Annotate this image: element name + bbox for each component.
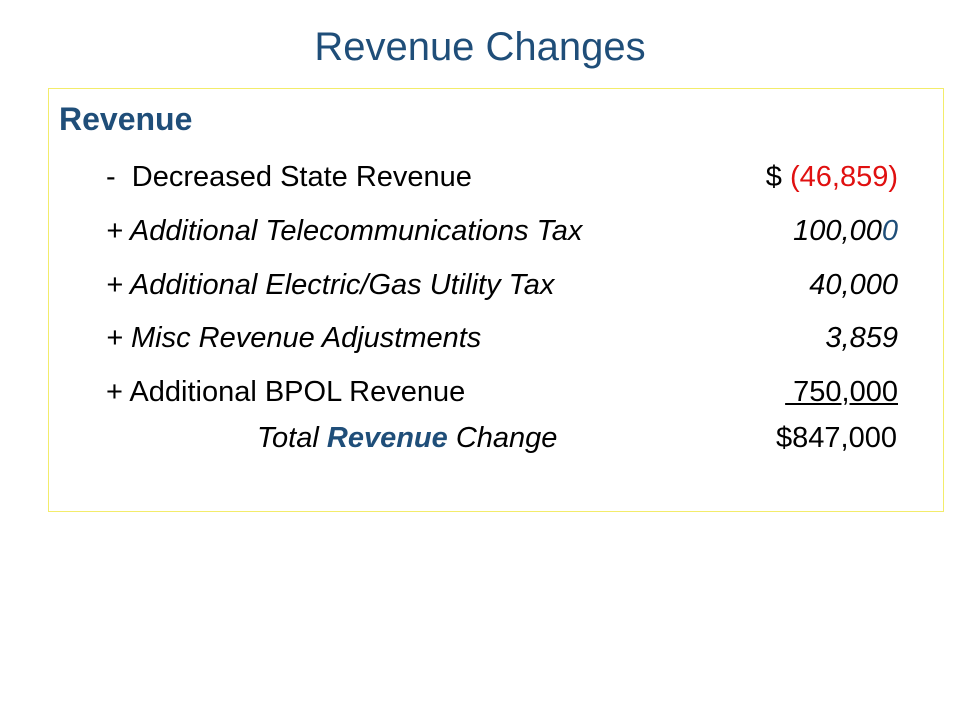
line-item-label: + Additional Electric/Gas Utility Tax [106, 265, 554, 305]
line-item-telecommunications-tax: + Additional Telecommunications Tax 100,… [106, 211, 898, 251]
line-item-bpol-revenue: + Additional BPOL Revenue 750,000 [106, 372, 898, 412]
amount-value: 100,00 [793, 215, 882, 247]
amount-tail-digit: 0 [881, 215, 898, 247]
total-suffix: Change [447, 422, 558, 454]
line-item-sign: - [106, 161, 132, 193]
line-item-text: Additional Electric/Gas Utility Tax [129, 269, 555, 301]
total-prefix: Total [257, 422, 327, 454]
line-item-sign: + [106, 376, 130, 408]
revenue-content-box: Revenue - Decreased State Revenue $ (46,… [48, 88, 944, 512]
slide-title: Revenue Changes [314, 25, 646, 69]
line-item-amount: $ (46,859) [766, 157, 898, 197]
negative-amount: (46,859) [789, 161, 898, 193]
line-item-decreased-state-revenue: - Decreased State Revenue $ (46,859) [106, 157, 898, 197]
line-item-amount: 40,000 [809, 269, 898, 301]
line-item-label: + Additional BPOL Revenue [106, 372, 465, 412]
line-item-sign: + [106, 215, 130, 247]
currency-symbol: $ [765, 161, 790, 193]
line-item-label: + Additional Telecommunications Tax [106, 211, 582, 251]
section-heading: Revenue [59, 101, 193, 137]
line-item-text: Additional Telecommunications Tax [129, 215, 583, 247]
line-item-electric-gas-utility-tax: + Additional Electric/Gas Utility Tax 40… [106, 265, 898, 305]
line-item-sign: + [106, 322, 131, 354]
total-keyword: Revenue [326, 422, 448, 454]
line-item-text: Additional BPOL Revenue [129, 376, 466, 408]
line-item-misc-revenue-adjustments: + Misc Revenue Adjustments 3,859 [106, 318, 898, 358]
line-item-amount: 100,000 [793, 211, 898, 251]
total-amount: $847,000 [776, 422, 897, 454]
line-item-text: Misc Revenue Adjustments [131, 322, 482, 354]
total-label: Total Revenue Change [257, 418, 557, 458]
line-item-label: - Decreased State Revenue [106, 157, 472, 197]
line-item-label: + Misc Revenue Adjustments [106, 318, 481, 358]
line-item-text: Decreased State Revenue [131, 161, 472, 193]
line-item-sign: + [106, 269, 130, 301]
line-item-amount: 750,000 [785, 376, 898, 408]
line-item-amount: 3,859 [825, 322, 898, 354]
